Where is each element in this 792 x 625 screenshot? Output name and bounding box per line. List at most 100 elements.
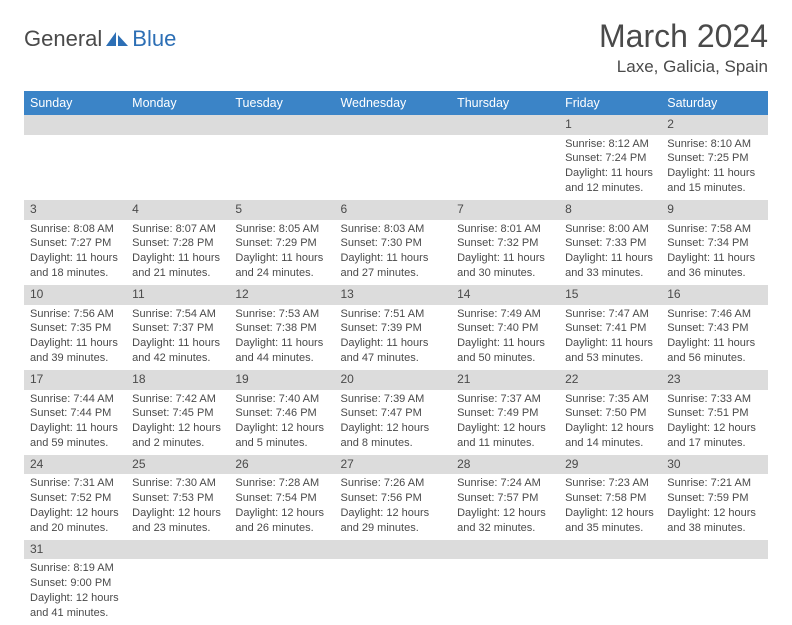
daylight-line: Daylight: 11 hours and 33 minutes. (565, 251, 655, 281)
sunrise-line: Sunrise: 8:07 AM (132, 222, 223, 237)
sunrise-line: Sunrise: 7:40 AM (235, 392, 328, 407)
sunrise-line: Sunrise: 7:26 AM (340, 476, 445, 491)
sunset-line: Sunset: 7:59 PM (667, 491, 762, 506)
day-number-cell (229, 115, 334, 135)
day-number-cell: 23 (661, 370, 768, 390)
sunset-line: Sunset: 7:52 PM (30, 491, 120, 506)
header: General Blue March 2024 Laxe, Galicia, S… (24, 18, 768, 77)
sunset-line: Sunset: 7:45 PM (132, 406, 223, 421)
daylight-line: Daylight: 12 hours and 41 minutes. (30, 591, 120, 621)
sunrise-line: Sunrise: 7:21 AM (667, 476, 762, 491)
day-number-cell: 30 (661, 455, 768, 475)
day-detail-cell: Sunrise: 7:35 AMSunset: 7:50 PMDaylight:… (559, 390, 661, 455)
day-number-cell: 24 (24, 455, 126, 475)
day-detail-cell: Sunrise: 8:10 AMSunset: 7:25 PMDaylight:… (661, 135, 768, 200)
daylight-line: Daylight: 11 hours and 27 minutes. (340, 251, 445, 281)
day-number-cell: 15 (559, 285, 661, 305)
daylight-line: Daylight: 12 hours and 29 minutes. (340, 506, 445, 536)
sunset-line: Sunset: 7:46 PM (235, 406, 328, 421)
daylight-line: Daylight: 12 hours and 11 minutes. (457, 421, 553, 451)
day-number-cell (126, 115, 229, 135)
day-header-cell: Wednesday (334, 91, 451, 115)
detail-row: Sunrise: 7:31 AMSunset: 7:52 PMDaylight:… (24, 474, 768, 539)
day-detail-cell: Sunrise: 7:46 AMSunset: 7:43 PMDaylight:… (661, 305, 768, 370)
day-detail-cell (126, 559, 229, 624)
daylight-line: Daylight: 11 hours and 21 minutes. (132, 251, 223, 281)
sunrise-line: Sunrise: 7:28 AM (235, 476, 328, 491)
day-detail-cell: Sunrise: 8:00 AMSunset: 7:33 PMDaylight:… (559, 220, 661, 285)
sunrise-line: Sunrise: 7:44 AM (30, 392, 120, 407)
sunset-line: Sunset: 7:51 PM (667, 406, 762, 421)
day-detail-cell: Sunrise: 8:03 AMSunset: 7:30 PMDaylight:… (334, 220, 451, 285)
day-number-cell: 19 (229, 370, 334, 390)
sunset-line: Sunset: 7:29 PM (235, 236, 328, 251)
day-detail-cell: Sunrise: 8:19 AMSunset: 9:00 PMDaylight:… (24, 559, 126, 624)
day-detail-cell (334, 559, 451, 624)
day-number-cell: 22 (559, 370, 661, 390)
day-number-cell: 16 (661, 285, 768, 305)
day-detail-cell: Sunrise: 7:53 AMSunset: 7:38 PMDaylight:… (229, 305, 334, 370)
day-detail-cell (559, 559, 661, 624)
sunset-line: Sunset: 9:00 PM (30, 576, 120, 591)
daylight-line: Daylight: 11 hours and 53 minutes. (565, 336, 655, 366)
day-number-cell (451, 115, 559, 135)
daylight-line: Daylight: 11 hours and 47 minutes. (340, 336, 445, 366)
day-header-cell: Sunday (24, 91, 126, 115)
day-detail-cell: Sunrise: 7:58 AMSunset: 7:34 PMDaylight:… (661, 220, 768, 285)
day-detail-cell (451, 559, 559, 624)
daylight-line: Daylight: 11 hours and 18 minutes. (30, 251, 120, 281)
daylight-line: Daylight: 12 hours and 38 minutes. (667, 506, 762, 536)
sunrise-line: Sunrise: 7:51 AM (340, 307, 445, 322)
sunrise-line: Sunrise: 7:37 AM (457, 392, 553, 407)
day-number-cell: 17 (24, 370, 126, 390)
day-detail-cell: Sunrise: 8:08 AMSunset: 7:27 PMDaylight:… (24, 220, 126, 285)
daylight-line: Daylight: 11 hours and 59 minutes. (30, 421, 120, 451)
day-number-cell (661, 540, 768, 560)
day-detail-cell: Sunrise: 7:47 AMSunset: 7:41 PMDaylight:… (559, 305, 661, 370)
detail-row: Sunrise: 7:44 AMSunset: 7:44 PMDaylight:… (24, 390, 768, 455)
sunset-line: Sunset: 7:38 PM (235, 321, 328, 336)
day-detail-cell (229, 559, 334, 624)
daylight-line: Daylight: 12 hours and 32 minutes. (457, 506, 553, 536)
day-detail-cell (451, 135, 559, 200)
logo-text-general: General (24, 26, 102, 52)
day-detail-cell: Sunrise: 7:49 AMSunset: 7:40 PMDaylight:… (451, 305, 559, 370)
day-detail-cell: Sunrise: 7:54 AMSunset: 7:37 PMDaylight:… (126, 305, 229, 370)
day-detail-cell: Sunrise: 7:30 AMSunset: 7:53 PMDaylight:… (126, 474, 229, 539)
day-number-cell: 18 (126, 370, 229, 390)
day-detail-cell (229, 135, 334, 200)
sunset-line: Sunset: 7:49 PM (457, 406, 553, 421)
day-detail-cell: Sunrise: 8:05 AMSunset: 7:29 PMDaylight:… (229, 220, 334, 285)
sunrise-line: Sunrise: 8:08 AM (30, 222, 120, 237)
location: Laxe, Galicia, Spain (599, 57, 768, 77)
daylight-line: Daylight: 12 hours and 35 minutes. (565, 506, 655, 536)
daynum-row: 10111213141516 (24, 285, 768, 305)
sunset-line: Sunset: 7:57 PM (457, 491, 553, 506)
calendar-table: SundayMondayTuesdayWednesdayThursdayFrid… (24, 91, 768, 625)
day-header-row: SundayMondayTuesdayWednesdayThursdayFrid… (24, 91, 768, 115)
sunset-line: Sunset: 7:56 PM (340, 491, 445, 506)
day-number-cell: 28 (451, 455, 559, 475)
sunset-line: Sunset: 7:34 PM (667, 236, 762, 251)
daylight-line: Daylight: 12 hours and 20 minutes. (30, 506, 120, 536)
day-header-cell: Thursday (451, 91, 559, 115)
sunrise-line: Sunrise: 8:19 AM (30, 561, 120, 576)
sunset-line: Sunset: 7:39 PM (340, 321, 445, 336)
day-detail-cell: Sunrise: 7:39 AMSunset: 7:47 PMDaylight:… (334, 390, 451, 455)
day-detail-cell (334, 135, 451, 200)
day-number-cell: 20 (334, 370, 451, 390)
daylight-line: Daylight: 12 hours and 23 minutes. (132, 506, 223, 536)
daylight-line: Daylight: 11 hours and 15 minutes. (667, 166, 762, 196)
detail-row: Sunrise: 8:08 AMSunset: 7:27 PMDaylight:… (24, 220, 768, 285)
day-number-cell: 6 (334, 200, 451, 220)
detail-row: Sunrise: 7:56 AMSunset: 7:35 PMDaylight:… (24, 305, 768, 370)
daylight-line: Daylight: 12 hours and 14 minutes. (565, 421, 655, 451)
daylight-line: Daylight: 11 hours and 56 minutes. (667, 336, 762, 366)
sunset-line: Sunset: 7:25 PM (667, 151, 762, 166)
day-number-cell: 7 (451, 200, 559, 220)
sunset-line: Sunset: 7:53 PM (132, 491, 223, 506)
day-detail-cell: Sunrise: 7:56 AMSunset: 7:35 PMDaylight:… (24, 305, 126, 370)
day-detail-cell: Sunrise: 7:28 AMSunset: 7:54 PMDaylight:… (229, 474, 334, 539)
detail-row: Sunrise: 8:12 AMSunset: 7:24 PMDaylight:… (24, 135, 768, 200)
sunset-line: Sunset: 7:47 PM (340, 406, 445, 421)
